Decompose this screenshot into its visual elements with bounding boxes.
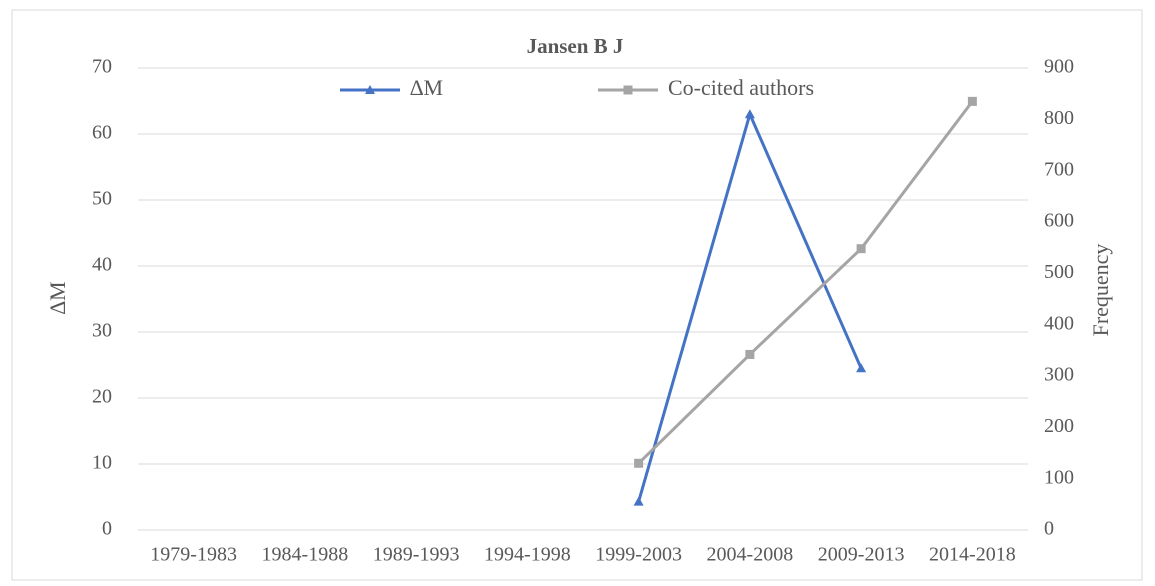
y2-tick-label: 200 [1044, 415, 1074, 437]
x-tick-label: 2009-2013 [818, 544, 905, 566]
data-point [967, 96, 977, 106]
x-tick-label: 1994-1998 [484, 544, 571, 566]
y-axis-label: ∆M [45, 281, 70, 314]
y2-tick-label: 700 [1044, 158, 1074, 180]
y-tick-label: 50 [92, 188, 112, 210]
data-point [633, 496, 644, 506]
y-tick-label: 60 [92, 122, 112, 144]
y2-tick-label: 800 [1044, 107, 1074, 129]
legend-label: ∆M [410, 75, 443, 100]
x-tick-label: 2014-2018 [929, 544, 1016, 566]
y-tick-label: 40 [92, 254, 112, 276]
data-point [745, 349, 755, 359]
chart-frame [11, 9, 1143, 581]
y2-tick-label: 500 [1044, 261, 1074, 283]
y-tick-label: 0 [102, 518, 112, 540]
y2-tick-label: 100 [1044, 466, 1074, 488]
x-tick-label: 1979-1983 [150, 544, 237, 566]
data-point [856, 244, 866, 254]
data-point [856, 363, 867, 373]
y2-tick-label: 600 [1044, 210, 1074, 232]
legend-marker [623, 85, 633, 95]
y2-tick-label: 900 [1044, 56, 1074, 78]
legend-label: Co-cited authors [668, 75, 814, 100]
legend-marker [365, 85, 375, 94]
x-tick-label: 2004-2008 [707, 544, 794, 566]
x-tick-label: 1989-1993 [373, 544, 460, 566]
y2-tick-label: 400 [1044, 312, 1074, 334]
y2-tick-label: 300 [1044, 364, 1074, 386]
series-line [637, 100, 974, 465]
data-point [634, 458, 644, 468]
y-tick-label: 70 [92, 56, 112, 78]
y-tick-label: 30 [92, 320, 112, 342]
y2-axis-label: Frequency [1088, 244, 1113, 337]
chart-title: Jansen B J [527, 34, 624, 58]
x-tick-label: 1999-2003 [595, 544, 682, 566]
y-tick-label: 20 [92, 386, 112, 408]
y-tick-label: 10 [92, 452, 112, 474]
y2-tick-label: 0 [1044, 518, 1054, 540]
x-tick-label: 1984-1988 [262, 544, 349, 566]
data-point [744, 109, 755, 119]
